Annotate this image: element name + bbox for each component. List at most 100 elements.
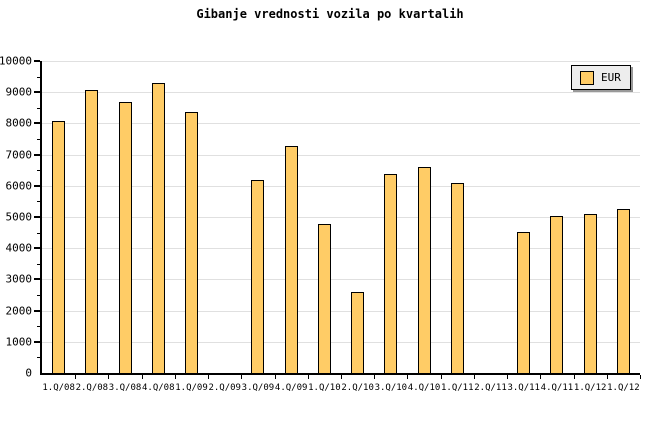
- y-axis-tick: [34, 153, 40, 156]
- y-axis-tick: [34, 122, 40, 125]
- x-axis-tick: [341, 375, 342, 379]
- gridline: [42, 92, 640, 94]
- gridline: [42, 61, 640, 62]
- bar: [52, 121, 66, 373]
- y-axis: 0 1000 2000 3000 4000 5000 6000 7000 8000 9000 100…: [0, 56, 40, 379]
- y-axis-label: 3000: [5, 272, 33, 286]
- x-axis-label: 2.Q/09: [208, 383, 241, 393]
- x-axis-tick: [175, 375, 176, 379]
- x-axis-label: 1.Q/12: [573, 383, 607, 393]
- x-axis-label: 1.Q/10: [308, 383, 341, 393]
- y-axis-label: 1000: [5, 335, 33, 349]
- gridline: [42, 154, 640, 156]
- x-axis-tick: [540, 375, 541, 379]
- bar: [583, 214, 597, 373]
- y-axis-tick: [34, 91, 40, 94]
- y-axis-tick: [37, 263, 40, 265]
- y-axis-label: 5000: [5, 210, 33, 224]
- bar: [351, 292, 365, 373]
- x-axis-tick: [108, 375, 109, 379]
- legend-label: EUR: [601, 71, 621, 84]
- x-axis-label: 1.Q/11: [441, 383, 474, 393]
- plot-area: 1.Q/08 2.Q/08 3.Q/08 4.Q/08 1.Q/09 2.Q/09 3.Q/…: [40, 61, 641, 393]
- x-axis-label: 3.Q/08: [108, 383, 142, 393]
- bar: [417, 167, 431, 373]
- x-axis-tick: [407, 375, 408, 379]
- y-axis-tick: [34, 309, 40, 312]
- bar: [118, 102, 132, 373]
- y-axis-tick: [37, 232, 40, 234]
- y-axis-tick: [34, 60, 40, 62]
- y-axis-tick: [37, 357, 40, 359]
- y-axis-tick: [37, 326, 40, 328]
- y-axis-label: 7000: [5, 148, 33, 162]
- x-axis-label: 4.Q/09: [274, 383, 308, 393]
- y-axis-label: 8000: [5, 116, 33, 130]
- y-axis-tick: [34, 278, 40, 281]
- gridline: [42, 341, 640, 343]
- y-axis-tick: [37, 76, 40, 78]
- bar: [284, 146, 298, 373]
- x-axis-label: 1.Q/12: [607, 383, 640, 393]
- y-axis-tick: [37, 201, 40, 203]
- x-axis-label: 1.Q/09: [175, 383, 208, 393]
- x-axis-tick: [474, 375, 475, 379]
- bar: [450, 183, 464, 373]
- gridline: [42, 248, 640, 250]
- x-axis-tick: [507, 375, 508, 379]
- bar: [251, 180, 265, 373]
- x-axis-tick: [241, 375, 242, 379]
- y-axis-tick: [34, 340, 40, 343]
- bar: [85, 90, 99, 373]
- x-axis-tick: [208, 375, 209, 379]
- gridline: [42, 123, 640, 125]
- x-axis-tick: [640, 375, 641, 379]
- y-axis-label: 2000: [5, 304, 33, 318]
- gridline: [42, 217, 640, 218]
- gridline: [42, 185, 640, 187]
- x-axis-label: 3.Q/10: [374, 383, 408, 393]
- y-axis-tick: [37, 170, 40, 172]
- bar: [317, 224, 331, 373]
- bar: [616, 209, 630, 373]
- x-axis-tick: [607, 375, 608, 379]
- x-axis-label: 4.Q/11: [540, 383, 574, 393]
- x-axis-tick: [374, 375, 375, 379]
- bar: [517, 232, 531, 373]
- y-axis-label: 6000: [5, 179, 33, 193]
- x-axis-label: 2.Q/10: [341, 383, 374, 393]
- legend-swatch-icon: [580, 70, 594, 85]
- y-axis-tick: [37, 139, 40, 140]
- x-axis-tick: [75, 375, 76, 379]
- y-axis-tick: [37, 295, 40, 296]
- x-axis-label: 2.Q/08: [75, 383, 109, 393]
- y-axis-label: 4000: [5, 241, 33, 255]
- legend: EUR: [571, 65, 631, 90]
- x-axis-tick: [441, 375, 442, 379]
- x-axis-label: 3.Q/11: [507, 383, 540, 393]
- y-axis-tick: [34, 216, 40, 218]
- x-axis-label: 4.Q/10: [407, 383, 441, 393]
- gridline: [42, 279, 640, 281]
- x-axis-label: 3.Q/09: [241, 383, 275, 393]
- x-axis-tick: [574, 375, 575, 379]
- x-axis-label: 2.Q/11: [474, 383, 507, 393]
- bar: [151, 83, 165, 373]
- y-axis-label: 9000: [5, 85, 33, 99]
- bar: [550, 216, 564, 373]
- y-axis-tick: [34, 184, 40, 187]
- x-axis-label: 4.Q/08: [142, 383, 175, 393]
- chart-title: Gibanje vrednosti vozila po kvartalih: [196, 7, 464, 21]
- y-axis-label: 0: [25, 366, 32, 380]
- x-axis-tick: [308, 375, 309, 379]
- y-axis-tick: [34, 247, 40, 250]
- bar: [185, 112, 198, 373]
- y-axis-label: 10000: [0, 54, 32, 68]
- y-axis-tick: [37, 107, 40, 109]
- gridline: [42, 310, 640, 312]
- x-axis-label: 1.Q/08: [42, 383, 75, 393]
- bar: [384, 174, 398, 373]
- x-axis-tick: [142, 375, 143, 379]
- x-axis-tick: [275, 375, 276, 379]
